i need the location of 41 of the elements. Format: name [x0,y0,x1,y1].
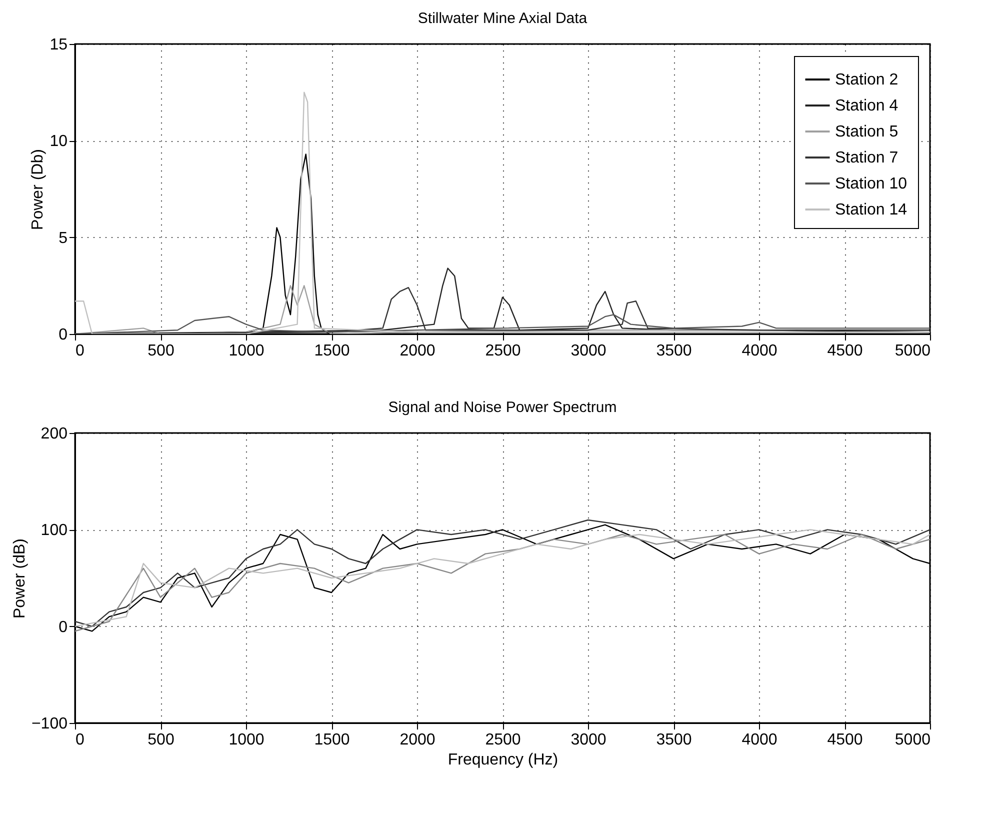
x-tick-label: 4500 [827,732,863,748]
y-tick-label: 15 [50,36,68,54]
x-tick-label: 4000 [742,732,778,748]
legend-label: Station 2 [835,72,898,88]
x-tick-label: 500 [148,342,174,360]
x-tick-label: 4500 [827,342,863,360]
x-tick-label: 2000 [400,732,436,748]
y-tick-label: −100 [31,716,68,732]
x-tick-label: 0 [76,342,84,360]
y-tick-label: 0 [58,618,68,636]
x-tick-label: 2500 [485,732,521,748]
x-tick-label: 4000 [742,342,778,360]
x-tick-label: 1000 [228,342,264,360]
x-tick-label: 5000 [894,342,931,360]
x-tick-label: 500 [148,732,174,748]
x-tick-label: 3000 [570,732,606,748]
x-axis-title: Frequency (Hz) [448,752,558,768]
legend-label: Station 4 [835,98,898,114]
legend-label: Station 5 [835,124,898,140]
legend-label: Station 7 [835,150,898,166]
x-tick-label: 1500 [314,732,350,748]
x-tick-label: 0 [76,732,84,748]
y-tick-label: 200 [40,426,68,442]
x-tick-label: 5000 [894,732,931,748]
x-tick-label: 1000 [228,732,264,748]
x-tick-label: 2000 [400,342,436,360]
x-tick-label: 3500 [656,342,692,360]
chart-title: Signal and Noise Power Spectrum [388,399,617,416]
y-axis-title: Power (dB) [11,538,28,619]
x-tick-label: 2500 [485,342,521,360]
legend-label: Station 14 [835,202,908,218]
y-axis-title: Power (Db) [30,149,47,230]
legend-label: Station 10 [835,176,908,192]
y-tick-label: 5 [58,230,68,247]
x-tick-label: 3000 [570,342,606,360]
y-tick-label: 0 [58,326,68,344]
x-tick-label: 3500 [656,732,692,748]
x-tick-label: 1500 [314,342,350,360]
y-tick-label: 10 [50,133,68,150]
y-tick-label: 100 [40,522,68,540]
chart-title: Stillwater Mine Axial Data [418,10,588,27]
